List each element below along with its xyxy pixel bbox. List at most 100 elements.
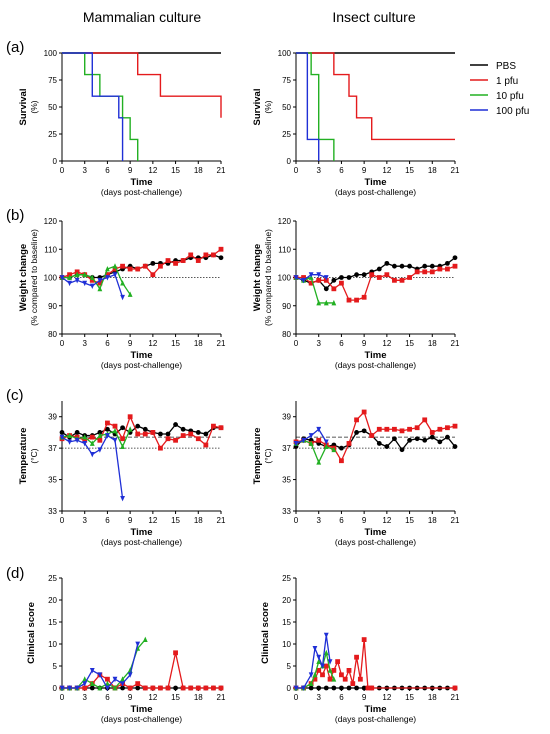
data-point-pbs [173, 685, 178, 691]
x-axis-label: Time [130, 704, 152, 715]
y-tick-label: 50 [48, 103, 57, 112]
data-point-pbs [407, 263, 412, 269]
y-axis-label: Clinical score [260, 602, 271, 664]
x-tick-label: 3 [82, 693, 87, 702]
data-point-1-pfu [342, 676, 348, 682]
data-point-1-pfu [339, 672, 344, 678]
data-point-pbs [407, 437, 412, 443]
data-point-pbs [361, 428, 367, 434]
x-axis-sublabel: (days post-challenge) [101, 187, 182, 197]
x-tick-label: 18 [428, 516, 437, 525]
data-point-1-pfu [369, 685, 375, 691]
x-tick-label: 12 [148, 693, 157, 702]
series-100-pfu [62, 52, 124, 161]
x-tick-label: 6 [105, 693, 110, 702]
y-axis-label: Weight change [18, 244, 29, 311]
data-point-pbs [165, 431, 171, 437]
data-point-1-pfu [127, 685, 133, 691]
data-point-pbs [331, 277, 337, 283]
data-point-10-pfu [308, 440, 314, 446]
y-tick-label: 80 [282, 330, 291, 339]
data-point-10-pfu [142, 636, 148, 642]
data-point-1-pfu [165, 258, 171, 263]
panel-label-b: (b) [6, 207, 24, 224]
data-point-1-pfu [158, 445, 163, 451]
data-point-100-pfu [112, 272, 118, 278]
data-point-1-pfu [173, 437, 178, 443]
data-point-10-pfu [323, 443, 329, 449]
x-tick-label: 9 [362, 516, 367, 525]
series-10-pfu [296, 52, 335, 161]
data-point-1-pfu [188, 252, 194, 258]
series-line-10-pfu [62, 52, 139, 161]
y-tick-label: 100 [44, 49, 58, 58]
data-point-100-pfu [89, 668, 95, 674]
y-axis-label: Survival [252, 89, 263, 126]
y-axis-label: Temperature [18, 428, 29, 485]
legend: PBS 1 pfu 10 pfu 100 pfu [470, 61, 529, 117]
data-point-10-pfu [97, 685, 103, 691]
data-point-1-pfu [165, 685, 171, 691]
data-point-pbs [316, 685, 322, 691]
data-point-pbs [445, 260, 450, 266]
data-point-1-pfu [135, 266, 141, 272]
x-tick-label: 3 [316, 339, 321, 348]
data-point-10-pfu [112, 263, 118, 269]
x-tick-label: 21 [217, 339, 226, 348]
y-tick-label: 15 [282, 618, 291, 627]
data-point-pbs [354, 685, 359, 691]
x-tick-label: 15 [405, 516, 414, 525]
data-point-1-pfu [357, 676, 363, 682]
data-point-pbs [384, 444, 390, 449]
x-tick-label: 21 [451, 339, 460, 348]
data-point-100-pfu [89, 283, 95, 289]
series-1-pfu [62, 52, 222, 118]
data-point-1-pfu [195, 436, 201, 442]
data-point-1-pfu [422, 269, 428, 275]
x-tick-label: 21 [451, 516, 460, 525]
y-tick-label: 25 [48, 130, 57, 139]
legend-label-10pfu: 10 pfu [496, 91, 524, 102]
data-point-1-pfu [422, 417, 428, 423]
y-tick-label: 110 [44, 245, 57, 254]
data-point-1-pfu [188, 431, 194, 437]
data-point-pbs [429, 434, 435, 440]
y-axis-label: Survival [18, 89, 29, 126]
data-point-pbs [120, 685, 125, 691]
y-axis-sublabel: (°C) [29, 448, 39, 463]
data-point-1-pfu [361, 294, 367, 300]
y-tick-label: 90 [48, 302, 57, 311]
data-point-100-pfu [82, 681, 88, 687]
data-point-pbs [422, 263, 428, 269]
data-point-10-pfu [316, 299, 322, 306]
data-point-10-pfu [97, 285, 103, 292]
data-point-1-pfu [105, 272, 110, 278]
series-100-pfu [296, 52, 320, 161]
x-axis-label: Time [130, 527, 152, 538]
data-point-1-pfu [158, 685, 163, 691]
x-tick-label: 0 [294, 339, 299, 348]
y-tick-label: 37 [282, 444, 291, 453]
data-point-1-pfu [445, 425, 450, 431]
data-point-1-pfu [203, 685, 209, 691]
y-tick-label: 10 [282, 640, 291, 649]
series-100-pfu [293, 272, 329, 284]
x-tick-label: 3 [316, 693, 321, 702]
data-point-pbs [203, 431, 209, 437]
y-axis-sublabel: (%) [29, 100, 39, 113]
x-tick-label: 6 [105, 339, 110, 348]
data-point-1-pfu [316, 277, 322, 283]
data-point-1-pfu [316, 437, 322, 443]
x-tick-label: 18 [194, 693, 203, 702]
data-point-1-pfu [150, 272, 156, 278]
data-point-100-pfu [135, 641, 141, 647]
x-tick-label: 0 [60, 693, 65, 702]
data-point-100-pfu [89, 452, 95, 458]
data-point-100-pfu [323, 632, 329, 639]
data-point-pbs [105, 426, 110, 432]
data-point-1-pfu [399, 428, 405, 434]
data-point-100-pfu [308, 433, 314, 439]
data-point-100-pfu [112, 437, 118, 444]
data-point-1-pfu [142, 685, 148, 691]
data-point-100-pfu [316, 272, 322, 278]
